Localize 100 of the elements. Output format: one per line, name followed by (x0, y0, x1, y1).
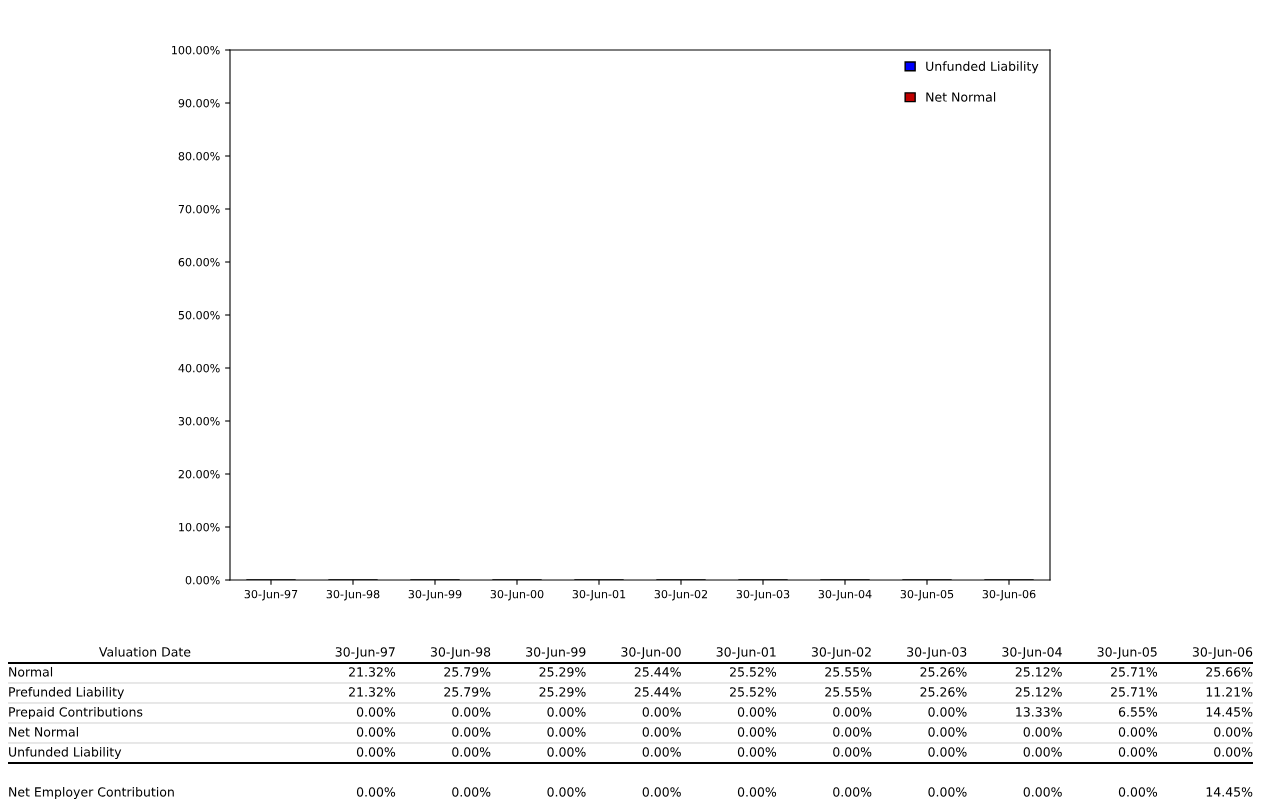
data-label: 25.26% (920, 687, 967, 697)
data-label: 0.00% (452, 727, 491, 737)
data-label: 0.00% (737, 747, 777, 757)
legend-label: Net Normal (926, 92, 996, 102)
data-label: 11.21% (1206, 687, 1253, 697)
data-label: 0.00% (547, 727, 586, 737)
x-tick-label: 30-Jun-05 (900, 589, 954, 601)
data-label: 0.00% (928, 787, 967, 797)
text: Normal (9, 666, 53, 677)
data-label: 0.00% (928, 747, 967, 757)
data-label: 0.00% (547, 747, 586, 757)
category-label: 30-Jun-97 (335, 647, 395, 659)
y-tick-label: 30.00% (178, 416, 220, 426)
category-label: 30-Jun-98 (430, 647, 491, 659)
data-label: 0.00% (642, 727, 681, 737)
data-label: 0.00% (1118, 747, 1158, 757)
data-label: 25.44% (634, 687, 681, 697)
data-label: 0.00% (642, 787, 681, 797)
data-label: 0.00% (737, 707, 777, 717)
data-label: 0.00% (1118, 727, 1158, 737)
data-label: 25.26% (920, 667, 967, 677)
data-label: 25.66% (1206, 667, 1253, 677)
data-label: 0.00% (833, 727, 872, 737)
y-tick-label: 60.00% (178, 257, 220, 267)
category-label: 30-Jun-02 (811, 647, 871, 659)
data-label: 0.00% (1023, 787, 1062, 797)
data-label: 0.00% (642, 707, 681, 717)
data-label: 25.55% (825, 687, 872, 697)
data-label: 14.45% (1206, 707, 1253, 717)
category-label: 30-Jun-05 (1097, 647, 1157, 659)
category-label: 30-Jun-04 (1002, 647, 1062, 659)
data-label: 25.12% (1015, 667, 1062, 677)
data-label: 25.29% (539, 667, 586, 677)
data-label: 25.44% (634, 667, 681, 677)
data-label: 21.32% (349, 667, 396, 677)
data-label: 0.00% (356, 787, 396, 797)
data-label: 25.79% (444, 667, 491, 677)
text: Net Employer Contribution (9, 786, 174, 800)
text: Valuation Date (99, 646, 191, 657)
y-tick-label: 50.00% (178, 310, 220, 320)
y-tick-label: 40.00% (178, 363, 220, 373)
data-label: 21.32% (349, 687, 396, 697)
data-label: 0.00% (452, 787, 491, 797)
data-label: 0.00% (356, 707, 396, 717)
data-label: 0.00% (833, 747, 872, 757)
x-tick-label: 30-Jun-04 (818, 589, 872, 601)
data-label: 0.00% (1023, 727, 1062, 737)
data-label: 25.71% (1111, 667, 1158, 677)
x-tick-label: 30-Jun-01 (572, 589, 626, 601)
data-label: 25.79% (444, 687, 491, 697)
category-label: 30-Jun-01 (716, 647, 776, 659)
data-label: 0.00% (547, 787, 586, 797)
data-label: 0.00% (642, 747, 681, 757)
category-label: 30-Jun-00 (621, 647, 681, 659)
data-label: 0.00% (452, 707, 491, 717)
x-tick-label: 30-Jun-02 (654, 589, 708, 601)
data-label: 0.00% (737, 727, 777, 737)
text: Unfunded Liability (9, 746, 122, 760)
text: Net Normal (9, 726, 78, 737)
data-label: 25.71% (1111, 687, 1158, 697)
data-label: 0.00% (737, 787, 777, 797)
y-tick-label: 20.00% (178, 469, 220, 479)
y-tick-label: 0.00% (185, 575, 220, 585)
data-label: 0.00% (1023, 747, 1062, 757)
x-tick-label: 30-Jun-99 (408, 589, 462, 601)
y-tick-label: 80.00% (178, 151, 220, 161)
category-label: 30-Jun-03 (907, 647, 967, 659)
data-label: 25.29% (539, 687, 586, 697)
data-label: 0.00% (547, 707, 586, 717)
category-label: 30-Jun-06 (1192, 647, 1253, 659)
data-label: 6.55% (1118, 707, 1158, 717)
data-label: 0.00% (356, 727, 396, 737)
data-label: 0.00% (833, 787, 872, 797)
data-label: 25.52% (730, 687, 777, 697)
x-tick-label: 30-Jun-98 (326, 589, 380, 601)
x-tick-label: 30-Jun-00 (490, 589, 544, 601)
category-label: 30-Jun-99 (526, 647, 586, 659)
data-label: 25.12% (1015, 687, 1062, 697)
y-tick-label: 70.00% (178, 204, 220, 214)
data-label: 25.55% (825, 667, 872, 677)
data-label: 0.00% (1214, 747, 1253, 757)
data-label: 0.00% (452, 747, 491, 757)
text: Prefunded Liability (9, 686, 125, 700)
text: Prepaid Contributions (9, 706, 143, 720)
data-label: 0.00% (928, 707, 967, 717)
x-tick-label: 30-Jun-97 (244, 589, 298, 601)
data-label: 25.52% (730, 667, 777, 677)
data-label: 0.00% (356, 747, 396, 757)
y-tick-label: 90.00% (178, 98, 220, 108)
data-label: 0.00% (928, 727, 967, 737)
data-label: 0.00% (1118, 787, 1158, 797)
data-label: 13.33% (1016, 707, 1062, 717)
y-tick-label: 100.00% (172, 45, 220, 55)
y-tick-label: 10.00% (179, 522, 220, 532)
x-tick-label: 30-Jun-06 (982, 589, 1036, 601)
data-label: 0.00% (833, 707, 872, 717)
x-tick-label: 30-Jun-03 (736, 589, 790, 601)
legend-label: Unfunded Liability (926, 61, 1039, 74)
data-label: 14.45% (1206, 787, 1253, 797)
data-label: 0.00% (1214, 727, 1253, 737)
